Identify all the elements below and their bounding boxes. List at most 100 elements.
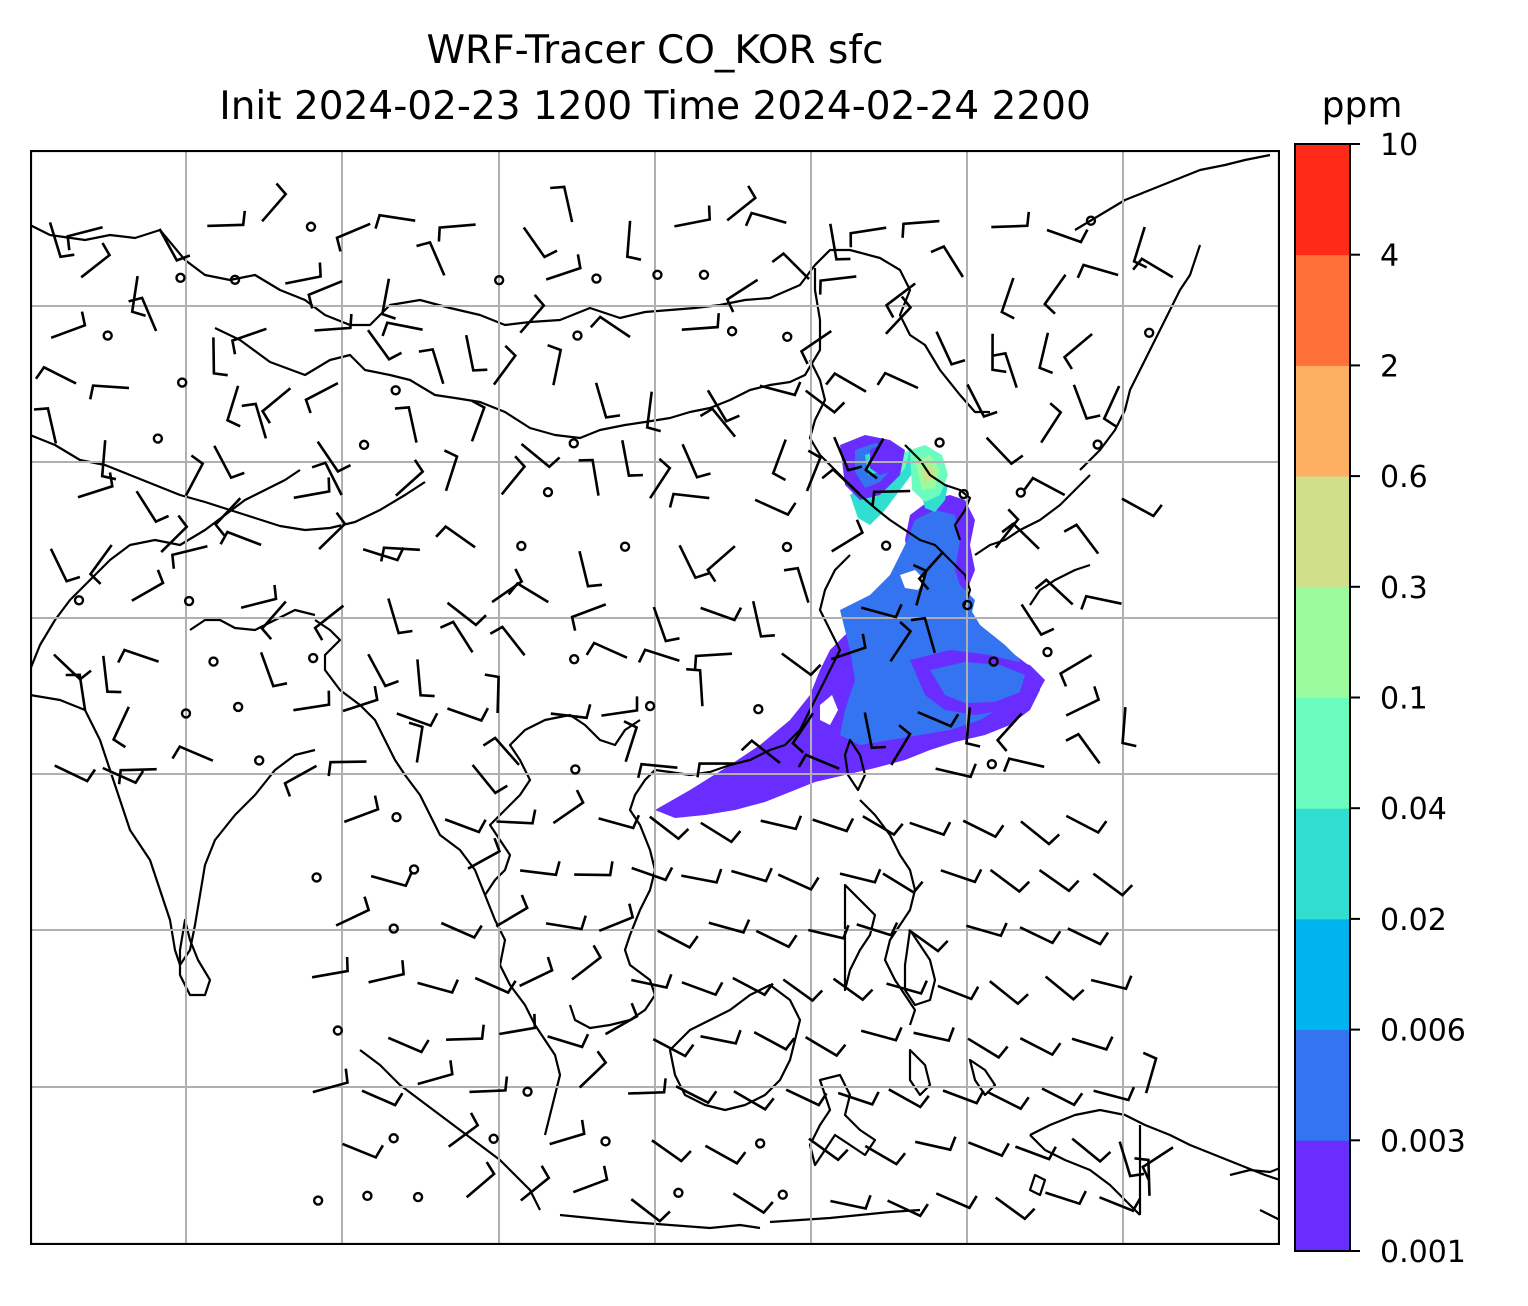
wind-barb [930,244,965,278]
coastline-path [1229,1166,1280,1177]
calm-wind-marker [311,872,322,883]
wind-barb [362,546,405,562]
wind-barb [864,1144,907,1166]
wind-barb [1065,732,1101,765]
wind-barb [395,459,425,497]
wind-barb [777,873,820,892]
coastline-path [1259,1209,1280,1221]
wind-barb [818,275,857,295]
wind-barb [621,439,643,477]
wind-barb [225,385,241,428]
calm-wind-marker [516,540,527,552]
wind-barb [311,461,343,496]
wind-barb [912,563,928,606]
wind-barb [184,454,205,497]
calm-wind-marker [542,486,554,498]
calm-wind-marker [781,541,793,553]
wind-barb [917,711,960,728]
wind-barb [675,1085,718,1105]
calm-wind-marker [570,764,581,775]
colorbar-tick-label: 10 [1380,128,1418,163]
wind-barb [500,455,527,496]
wind-barb [995,712,1023,752]
wind-barb [652,1038,695,1058]
wind-barb [804,389,846,415]
wind-barb [967,1037,1009,1060]
wind-barb [285,262,322,285]
wind-barb [312,1068,349,1094]
wind-barb [832,977,874,1002]
wind-barb [380,278,397,320]
wind-barb [283,764,318,797]
wind-barb [443,449,459,492]
calm-wind-marker [986,758,998,770]
calm-wind-marker [391,812,402,823]
wind-barb [1044,1190,1087,1206]
colorbar-unit: ppm [1322,85,1403,126]
wind-barb [437,223,476,242]
wind-barb [522,226,558,259]
wind-barb [366,329,403,361]
calm-wind-marker [312,1195,324,1206]
wind-barb [213,497,242,537]
wind-barb [636,762,678,779]
calm-wind-marker [591,273,602,284]
wind-barb [681,443,711,479]
wind-barb [160,514,189,554]
wind-barb [696,762,736,778]
calm-wind-marker [390,385,401,396]
wind-barb [507,581,549,604]
wind-barb [917,550,945,591]
wind-barb [910,616,937,654]
wind-barb [740,738,781,765]
gridlines [30,150,1280,1245]
wind-barb [66,225,103,251]
wind-barb [731,867,773,883]
wind-barb [908,928,949,953]
wind-barb [570,603,607,631]
wind-barb [469,1076,509,1094]
wind-barb [839,868,882,884]
wind-barb [887,1199,929,1218]
wind-barb [1041,1087,1084,1107]
wind-barb [1142,1051,1158,1094]
wind-barb [623,720,639,763]
wind-barb [1019,926,1062,945]
wind-barb [1141,1146,1174,1181]
coastline-path [904,444,972,541]
wind-barb [637,648,680,663]
wind-barb [367,653,399,688]
wind-barb [77,472,114,499]
calm-wind-marker [1085,215,1097,226]
wind-barb [111,706,130,749]
wind-barb [759,381,802,397]
wind-barb [991,351,1018,389]
calm-wind-marker [388,923,399,934]
wind-barb [942,1089,985,1105]
tracer-map [30,150,1280,1245]
wind-barb [700,821,742,844]
calm-wind-marker [180,708,192,719]
map-frame [30,150,1280,1245]
wind-barb [552,789,585,825]
wind-barb [833,436,863,472]
coastline-path [769,1208,921,1224]
wind-barb [991,211,1031,229]
wind-barb [909,821,952,837]
wind-barb [751,600,776,638]
wind-barb [212,337,228,377]
wind-barb [645,391,662,433]
wind-barb [387,598,413,635]
wind-barb [1118,1141,1145,1178]
wind-barb [342,1142,385,1160]
colorbar-ticks: 0.001 0.003 0.006 0.02 0.04 0.1 0.3 0.6 2 4 10 [1350,128,1466,1270]
wind-barbs [33,182,1174,1223]
wind-barb [864,437,885,480]
wind-barb [965,707,981,748]
calm-wind-marker [493,274,505,286]
wind-barb [1020,820,1061,846]
wind-barb [991,333,1007,374]
wind-barb [1040,402,1063,444]
wind-barb [547,343,563,386]
wind-barb [726,185,757,222]
